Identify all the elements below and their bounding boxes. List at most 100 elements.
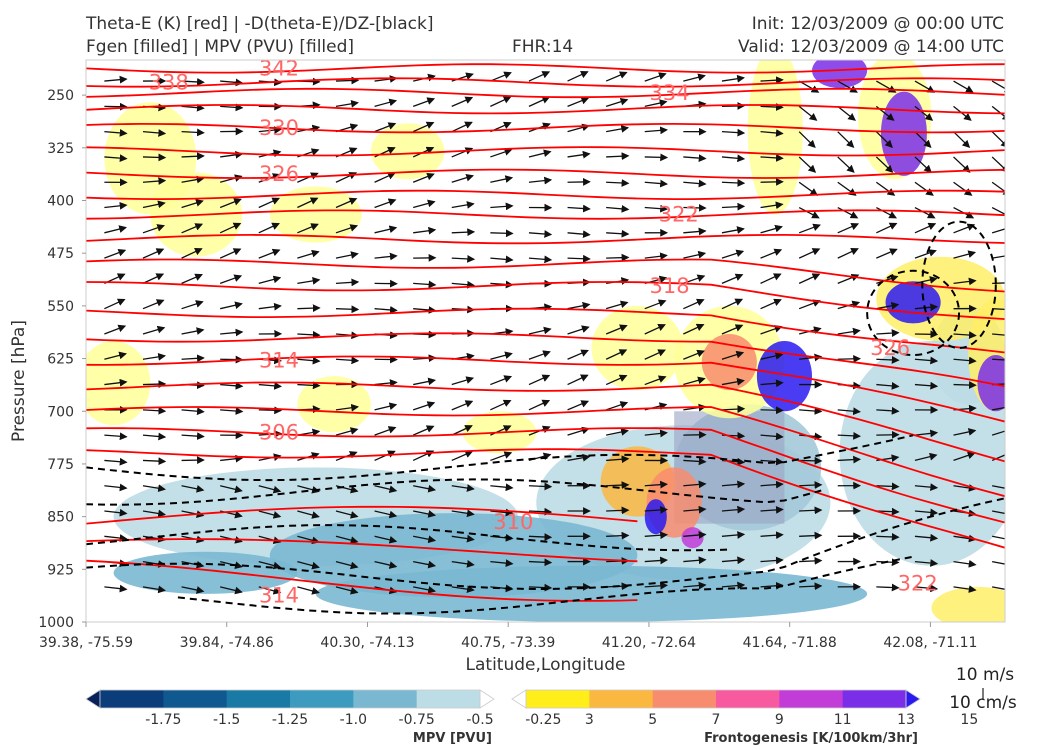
wind-arrow-85: [606, 152, 630, 161]
wind-arrow-129: [451, 201, 475, 209]
wind-arrow-207: [683, 274, 706, 285]
wind-arrow-253: [605, 324, 628, 335]
wind-arrow-305: [760, 379, 784, 388]
wind-arrow-23: [991, 80, 1005, 93]
wind-arrow-93: [914, 156, 932, 173]
theta-e-contour-13: [86, 332, 1005, 388]
theta-e-contour-11: [86, 281, 1005, 320]
wind-arrow-404: [876, 482, 900, 491]
wind-arrow-309: [914, 381, 939, 390]
x-tick-label-6: 42.08, -71.11: [883, 635, 977, 651]
stability-contour-4: [177, 555, 914, 615]
wind-arrow-266: [181, 354, 205, 363]
wind-arrow-94: [953, 156, 971, 173]
wind-arrow-149: [297, 223, 319, 234]
wind-arrow-237: [914, 303, 939, 312]
wind-arrow-452: [876, 533, 900, 541]
wind-arrow-55: [374, 122, 397, 133]
wind-arrow-33: [451, 96, 474, 107]
wind-arrow-98: [181, 175, 205, 184]
plot-frame: [85, 59, 1006, 623]
wind-arrow-473: [760, 556, 784, 565]
wind-arrow-474: [799, 557, 823, 565]
wind-arrow-6: [335, 76, 360, 85]
wind-arrow-323: [528, 399, 551, 411]
theta-e-label-6: 318: [650, 274, 690, 298]
stability-contour-0: [86, 434, 914, 482]
wind-arrow-399: [683, 480, 707, 489]
theta-e-contour-1: [86, 77, 1005, 88]
wind-arrow-68: [875, 131, 893, 148]
wind-arrow-242: [181, 327, 205, 335]
fgen-fill-18: [885, 281, 941, 324]
wind-arrow-195: [219, 274, 243, 285]
wind-arrow-463: [374, 560, 398, 569]
wind-arrow-293: [297, 381, 321, 390]
colorbar-0-min-arrow: [85, 689, 101, 709]
fgen-fill-15: [701, 333, 757, 391]
wind-arrow-19: [837, 80, 858, 93]
wind-arrow-179: [528, 255, 553, 264]
wind-arrow-480: [104, 584, 128, 593]
mpv-fill-5: [315, 565, 868, 622]
colorbar-0-tick-1: -1.5: [213, 712, 240, 728]
wind-arrow-2: [181, 78, 205, 86]
wind-arrow-88: [721, 154, 746, 163]
colorbar-1-segment-1: [526, 690, 590, 708]
wind-arrow-133: [606, 204, 630, 213]
wind-arrow-464: [413, 560, 437, 569]
wind-arrow-124: [258, 197, 281, 209]
wind-arrow-335: [992, 406, 1005, 411]
wind-arrow-415: [374, 510, 398, 519]
y-axis-label: Pressure [hPa]: [9, 320, 29, 442]
y-tick-label-5: 625: [47, 352, 74, 368]
wind-arrow-467: [528, 558, 553, 567]
wind-arrow-502: [953, 585, 977, 593]
wind-arrow-229: [605, 300, 629, 310]
wind-arrow-187: [837, 248, 859, 259]
theta-e-contour-12: [86, 307, 1005, 354]
wind-arrow-223: [374, 306, 398, 314]
wind-arrow-418: [490, 508, 514, 517]
y-tick-label-4: 550: [47, 299, 74, 315]
fgen-fill-23: [931, 586, 1005, 622]
wind-arrow-224: [413, 306, 437, 314]
theta-e-contour-9: [86, 233, 1005, 245]
wind-arrow-168: [104, 249, 127, 259]
wind-arrow-122: [181, 199, 204, 209]
wind-arrow-299: [528, 374, 551, 386]
wind-arrow-178: [490, 255, 514, 264]
wind-arrow-254: [644, 323, 666, 335]
wind-arrow-361: [142, 457, 167, 466]
wind-arrow-175: [374, 252, 398, 261]
wind-arrow-386: [181, 485, 205, 493]
wind-arrow-209: [760, 273, 782, 284]
wind-arrow-67: [837, 131, 855, 148]
theta-e-contour-0: [86, 63, 1005, 74]
wind-arrow-446: [644, 531, 668, 540]
theta-e-contour-16: [86, 406, 1005, 498]
wind-arrow-409: [142, 509, 166, 518]
wind-arrow-495: [683, 581, 707, 590]
fgen-fill-20: [681, 527, 704, 549]
wind-arrow-125: [297, 197, 319, 209]
wind-arrow-324: [567, 400, 590, 411]
theta-e-label-11: 326: [870, 336, 910, 360]
wind-arrow-240: [104, 324, 127, 335]
theta-e-low-contour-2: [86, 559, 638, 602]
wind-arrow-27: [220, 103, 244, 112]
wind-arrow-167: [991, 228, 1005, 234]
wind-arrow-166: [953, 223, 976, 234]
wind-arrow-496: [721, 581, 746, 590]
wind-arrow-3: [220, 78, 244, 87]
wind-ref-horizontal: 10 m/s: [956, 665, 1014, 685]
wind-arrow-392: [413, 484, 437, 493]
wind-arrow-270: [335, 356, 360, 365]
wind-arrow-424: [721, 505, 746, 514]
fgen-fill-3: [370, 123, 445, 180]
wind-arrow-159: [683, 227, 707, 236]
plot-fields: 342 338 334 330 326 322 318 314 306 310 314 326 322: [86, 56, 1005, 622]
wind-arrow-221: [297, 304, 321, 313]
wind-arrow-466: [490, 559, 514, 567]
theta-e-label-0: 342: [259, 56, 299, 80]
